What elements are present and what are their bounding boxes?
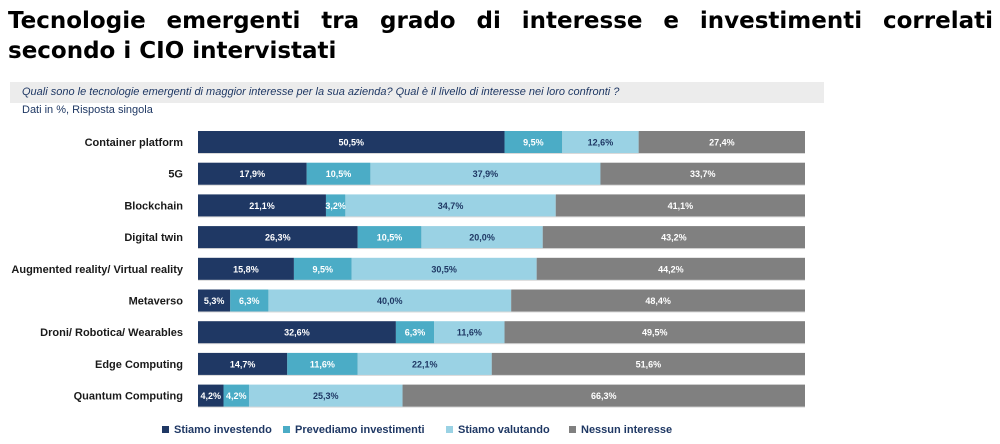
bar-stiamo-investendo-quantum-computing [198, 384, 224, 407]
bar-nessun-interesse-container-platform [638, 131, 805, 153]
data-label: 37,9% [473, 169, 499, 179]
data-label: 26,3% [265, 233, 291, 243]
bar-stiamo-investendo-metaverso [198, 289, 231, 312]
data-label: 43,2% [661, 233, 687, 243]
survey-question: Quali sono le tecnologie emergenti di ma… [22, 86, 620, 98]
data-label: 48,4% [645, 296, 671, 306]
bar-prevediamo-investimenti-container-platform [504, 131, 563, 153]
bar-prevediamo-investimenti-droni-robotica-wearables [395, 321, 435, 344]
chart-title: Tecnologie emergenti tra grado di intere… [8, 8, 993, 64]
bar-stiamo-valutando-metaverso [268, 289, 512, 312]
bar-nessun-interesse-blockchain [555, 194, 805, 217]
legend-swatch [162, 426, 169, 433]
stacked-bar-chart: Container platform 50,5% 9,5% 12,6% 27,4% 5G 1… [11, 131, 805, 408]
question-band [10, 82, 824, 103]
bar-stiamo-investendo-blockchain [198, 194, 326, 217]
data-label: 40,0% [377, 296, 403, 306]
bar-prevediamo-investimenti-5g [306, 162, 371, 185]
data-label: 6,3% [405, 328, 426, 338]
bar-stiamo-valutando-5g [370, 162, 601, 185]
data-label: 6,3% [239, 296, 260, 306]
data-label: 66,3% [591, 391, 617, 401]
data-label: 11,6% [310, 359, 335, 369]
category-label: Edge Computing [95, 359, 183, 371]
data-label: 15,8% [233, 264, 259, 274]
bar-stiamo-investendo-droni-robotica-wearables [198, 321, 396, 344]
category-label: Blockchain [124, 200, 183, 212]
data-label: 21,1% [249, 201, 275, 211]
bar-stiamo-investendo-container-platform [198, 131, 505, 153]
data-label: 33,7% [690, 169, 716, 179]
data-label: 4,2% [226, 391, 247, 401]
data-label: 17,9% [240, 169, 266, 179]
bar-prevediamo-investimenti-blockchain [325, 194, 346, 217]
data-label: 27,4% [709, 138, 735, 148]
bar-stiamo-valutando-digital-twin [421, 226, 543, 249]
legend-label: Prevediamo investimenti [295, 424, 425, 436]
bar-stiamo-investendo-edge-computing [198, 352, 288, 375]
bar-stiamo-investendo-digital-twin [198, 226, 358, 249]
bar-prevediamo-investimenti-metaverso [230, 289, 269, 312]
bar-stiamo-investendo-augmented-reality-virtual-reality [198, 257, 294, 280]
bar-stiamo-valutando-container-platform [562, 131, 639, 153]
category-label: Augmented reality/ Virtual reality [11, 264, 183, 276]
bar-nessun-interesse-augmented-reality-virtual-reality [536, 257, 805, 280]
legend-label: Nessun interesse [581, 424, 673, 436]
bar-nessun-interesse-quantum-computing [402, 384, 805, 407]
data-label: 34,7% [438, 201, 464, 211]
data-label: 51,6% [636, 359, 662, 369]
bar-stiamo-valutando-quantum-computing [248, 384, 403, 407]
bar-prevediamo-investimenti-augmented-reality-virtual-reality [293, 257, 352, 280]
data-label: 22,1% [412, 359, 438, 369]
data-label: 30,5% [431, 264, 457, 274]
bar-stiamo-valutando-augmented-reality-virtual-reality [351, 257, 537, 280]
data-label: 20,0% [469, 233, 495, 243]
data-label: 3,2% [325, 201, 346, 211]
data-label: 41,1% [668, 201, 694, 211]
legend-item-stiamo-valutando: Stiamo valutando [446, 424, 550, 436]
data-label: 10,5% [326, 169, 352, 179]
data-label: 11,6% [457, 328, 482, 338]
data-label: 5,3% [204, 296, 225, 306]
legend-item-nessun-interesse: Nessun interesse [569, 424, 672, 436]
data-label: 14,7% [230, 359, 256, 369]
data-label: 49,5% [642, 328, 668, 338]
data-label: 32,6% [284, 328, 310, 338]
category-label: Container platform [85, 137, 184, 149]
data-note: Dati in %, Risposta singola [22, 104, 153, 116]
legend-swatch [283, 426, 290, 433]
legend-swatch [446, 426, 453, 433]
bar-nessun-interesse-digital-twin [542, 226, 805, 249]
data-label: 50,5% [339, 138, 365, 148]
legend-item-prevediamo-investimenti: Prevediamo investimenti [283, 424, 425, 436]
chart-legend: Stiamo investendo Prevediamo investimenti… [0, 420, 1000, 440]
data-label: 25,3% [313, 391, 339, 401]
bar-nessun-interesse-5g [600, 162, 805, 185]
bar-stiamo-investendo-5g [198, 162, 307, 185]
bar-nessun-interesse-metaverso [511, 289, 805, 312]
category-label: Quantum Computing [74, 391, 183, 403]
bar-nessun-interesse-droni-robotica-wearables [504, 321, 805, 344]
legend-label: Stiamo investendo [174, 424, 272, 436]
bar-stiamo-valutando-droni-robotica-wearables [434, 321, 505, 344]
data-label: 10,5% [377, 233, 403, 243]
bar-nessun-interesse-edge-computing [491, 352, 805, 375]
data-label: 4,2% [200, 391, 221, 401]
legend-swatch [569, 426, 576, 433]
legend-item-stiamo-investendo: Stiamo investendo [162, 424, 272, 436]
legend-label: Stiamo valutando [458, 424, 550, 436]
data-label: 12,6% [588, 138, 614, 148]
category-label: 5G [168, 169, 183, 181]
bar-prevediamo-investimenti-edge-computing [287, 352, 358, 375]
bar-stiamo-valutando-edge-computing [357, 352, 492, 375]
data-label: 9,5% [312, 264, 333, 274]
data-label: 44,2% [658, 264, 684, 274]
bar-stiamo-valutando-blockchain [345, 194, 556, 217]
category-label: Metaverso [129, 296, 184, 308]
category-label: Droni/ Robotica/ Wearables [40, 327, 183, 339]
bar-prevediamo-investimenti-quantum-computing [223, 384, 249, 407]
bar-prevediamo-investimenti-digital-twin [357, 226, 422, 249]
category-label: Digital twin [124, 232, 183, 244]
data-label: 9,5% [523, 138, 544, 148]
